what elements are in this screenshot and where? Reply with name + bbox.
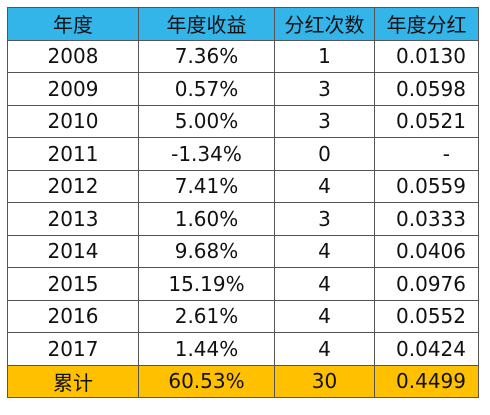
cell-return: 5.00% bbox=[138, 104, 275, 138]
cell-year: 2016 bbox=[7, 299, 139, 333]
cell-year: 2015 bbox=[7, 267, 139, 301]
cell-return: 1.60% bbox=[138, 202, 275, 236]
table-row: 2008 7.36% 1 0.0130 bbox=[7, 39, 479, 73]
cell-year: 2017 bbox=[7, 332, 139, 366]
table-row: 2017 1.44% 4 0.0424 bbox=[7, 332, 479, 366]
cell-return: 0.57% bbox=[138, 72, 275, 106]
table-row: 2013 1.60% 3 0.0333 bbox=[7, 202, 479, 236]
cell-return: 9.68% bbox=[138, 234, 275, 268]
annual-dividend-table: 年度 年度收益 分红次数 年度分红 2008 7.36% 1 0.0130 20… bbox=[7, 7, 479, 398]
header-annual-return: 年度收益 bbox=[138, 7, 275, 41]
cell-return: 1.44% bbox=[138, 332, 275, 366]
cell-year: 2014 bbox=[7, 234, 139, 268]
cell-dividend: 0.0976 bbox=[374, 267, 479, 301]
table-row: 2016 2.61% 4 0.0552 bbox=[7, 299, 479, 333]
total-dividend: 0.4499 bbox=[374, 364, 479, 398]
cell-count: 3 bbox=[274, 72, 375, 106]
table-row: 2009 0.57% 3 0.0598 bbox=[7, 72, 479, 106]
cell-year: 2009 bbox=[7, 72, 139, 106]
cell-dividend: 0.0424 bbox=[374, 332, 479, 366]
cell-count: 4 bbox=[274, 234, 375, 268]
cell-return: -1.34% bbox=[138, 137, 275, 171]
table-row: 2011 -1.34% 0 - bbox=[7, 137, 479, 171]
cell-year: 2013 bbox=[7, 202, 139, 236]
cell-dividend: 0.0406 bbox=[374, 234, 479, 268]
cell-year: 2010 bbox=[7, 104, 139, 138]
cell-count: 4 bbox=[274, 332, 375, 366]
header-dividend-count: 分红次数 bbox=[274, 7, 375, 41]
cell-count: 0 bbox=[274, 137, 375, 171]
cell-count: 3 bbox=[274, 104, 375, 138]
table-row: 2012 7.41% 4 0.0559 bbox=[7, 169, 479, 203]
total-label: 累计 bbox=[7, 364, 139, 398]
cell-return: 7.36% bbox=[138, 39, 275, 73]
cell-count: 4 bbox=[274, 299, 375, 333]
cell-dividend: 0.0333 bbox=[374, 202, 479, 236]
cell-return: 7.41% bbox=[138, 169, 275, 203]
total-count: 30 bbox=[274, 364, 375, 398]
header-year: 年度 bbox=[7, 7, 139, 41]
table-row: 2015 15.19% 4 0.0976 bbox=[7, 267, 479, 301]
cell-year: 2011 bbox=[7, 137, 139, 171]
cell-dividend: 0.0130 bbox=[374, 39, 479, 73]
cell-count: 1 bbox=[274, 39, 375, 73]
cell-return: 2.61% bbox=[138, 299, 275, 333]
header-annual-dividend: 年度分红 bbox=[374, 7, 479, 41]
cell-dividend: 0.0521 bbox=[374, 104, 479, 138]
cell-count: 3 bbox=[274, 202, 375, 236]
total-return: 60.53% bbox=[138, 364, 275, 398]
table-row: 2014 9.68% 4 0.0406 bbox=[7, 234, 479, 268]
header-row: 年度 年度收益 分红次数 年度分红 bbox=[7, 7, 479, 41]
cell-return: 15.19% bbox=[138, 267, 275, 301]
total-row: 累计 60.53% 30 0.4499 bbox=[7, 364, 479, 398]
cell-year: 2008 bbox=[7, 39, 139, 73]
cell-count: 4 bbox=[274, 267, 375, 301]
cell-dividend: 0.0552 bbox=[374, 299, 479, 333]
dividend-table-container: 年度 年度收益 分红次数 年度分红 2008 7.36% 1 0.0130 20… bbox=[7, 7, 479, 398]
table-row: 2010 5.00% 3 0.0521 bbox=[7, 104, 479, 138]
cell-dividend: 0.0559 bbox=[374, 169, 479, 203]
cell-dividend: - bbox=[374, 137, 479, 171]
cell-count: 4 bbox=[274, 169, 375, 203]
cell-dividend: 0.0598 bbox=[374, 72, 479, 106]
cell-year: 2012 bbox=[7, 169, 139, 203]
